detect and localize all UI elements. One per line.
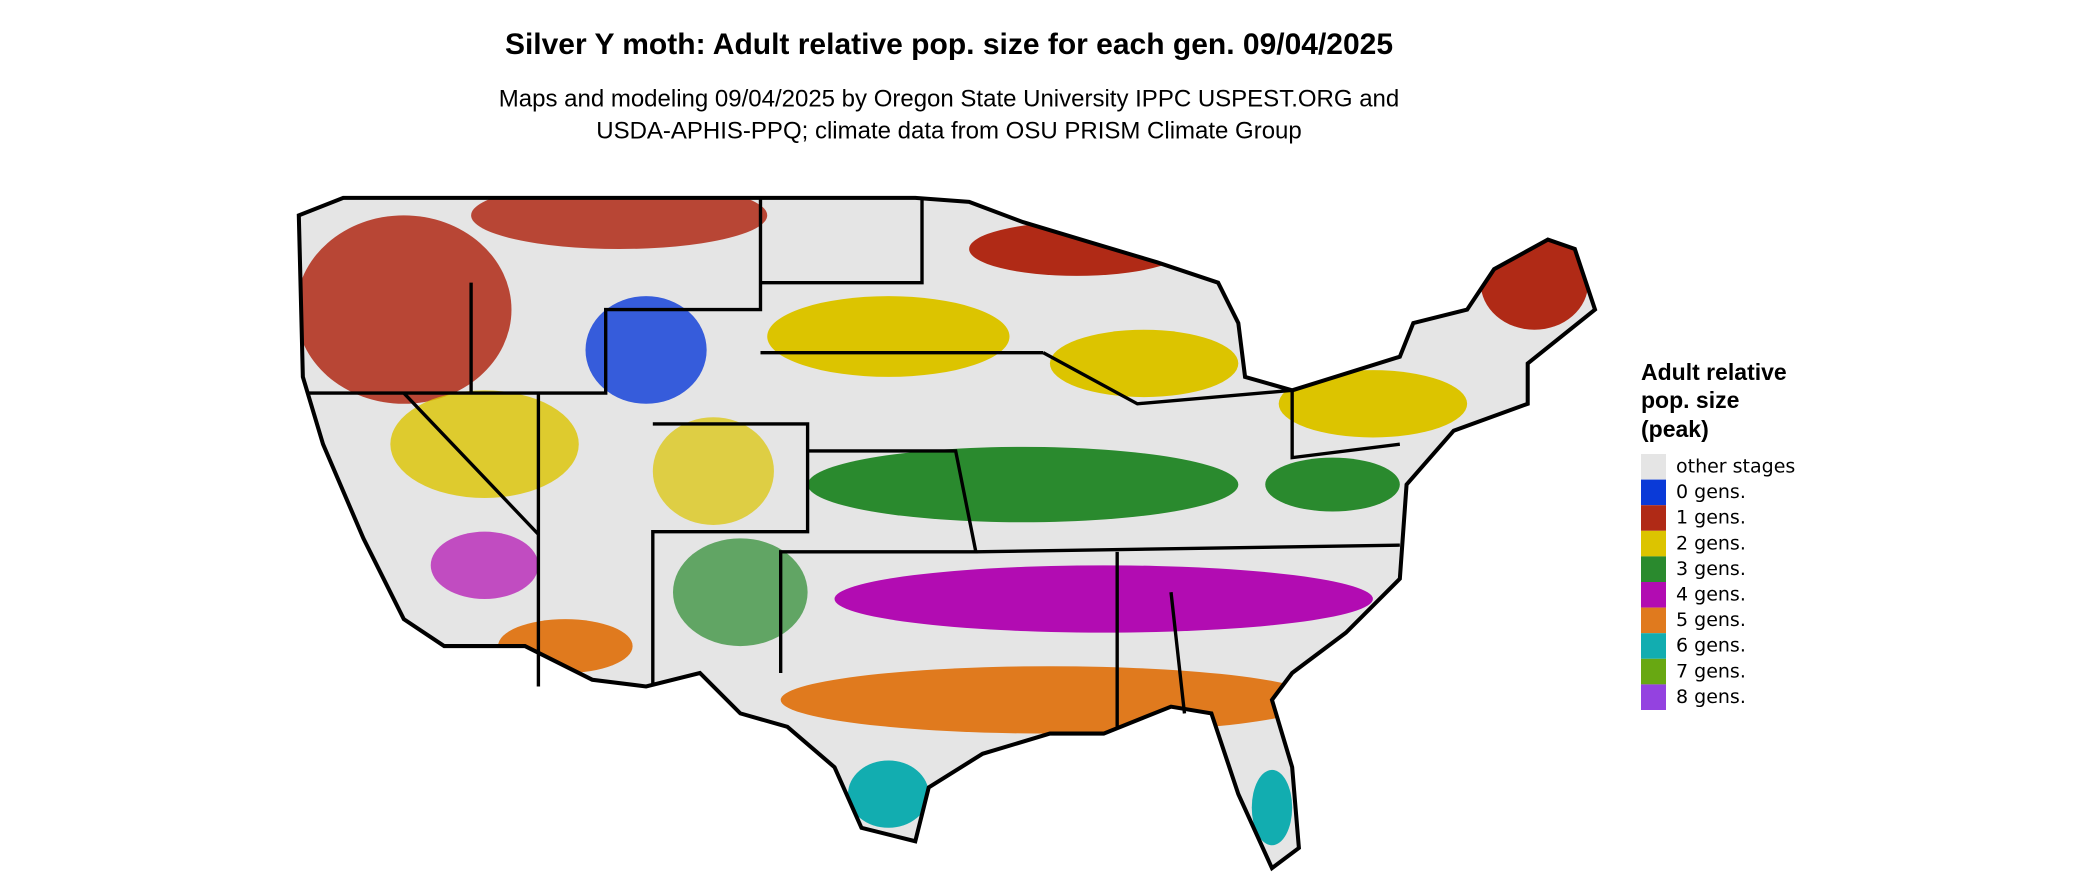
- legend-swatch: [1641, 454, 1666, 480]
- legend-swatch: [1641, 530, 1666, 557]
- legend-label: 1 gens.: [1676, 507, 1746, 529]
- legend-label: 5 gens.: [1676, 609, 1746, 631]
- legend-swatch: [1641, 556, 1666, 582]
- legend-title: pop. size: [1641, 387, 1739, 413]
- legend-label: 3 gens.: [1676, 558, 1746, 580]
- legend-title: Adult relative: [1641, 359, 1787, 385]
- map: [296, 195, 1598, 872]
- legend-label: 6 gens.: [1676, 635, 1746, 657]
- legend: Adult relative pop. size (peak) other st…: [1641, 359, 1795, 710]
- legend-label: other stages: [1676, 456, 1795, 478]
- legend-swatch: [1641, 607, 1666, 634]
- legend-label: 4 gens.: [1676, 584, 1746, 606]
- legend-label: 8 gens.: [1676, 686, 1746, 708]
- legend-swatch: [1641, 658, 1666, 685]
- legend-swatch: [1641, 505, 1666, 531]
- legend-title: (peak): [1641, 416, 1709, 442]
- subtitle: Maps and modeling 09/04/2025 by Oregon S…: [499, 85, 1399, 112]
- subtitle: USDA-APHIS-PPQ; climate data from OSU PR…: [596, 117, 1302, 144]
- legend-swatch: [1641, 582, 1666, 608]
- legend-swatch: [1641, 684, 1666, 710]
- legend-label: 0 gens.: [1676, 481, 1746, 503]
- legend-label: 2 gens.: [1676, 532, 1746, 554]
- legend-swatch: [1641, 479, 1666, 506]
- title: Silver Y moth: Adult relative pop. size …: [505, 28, 1393, 61]
- legend-swatch: [1641, 633, 1666, 659]
- legend-label: 7 gens.: [1676, 660, 1746, 682]
